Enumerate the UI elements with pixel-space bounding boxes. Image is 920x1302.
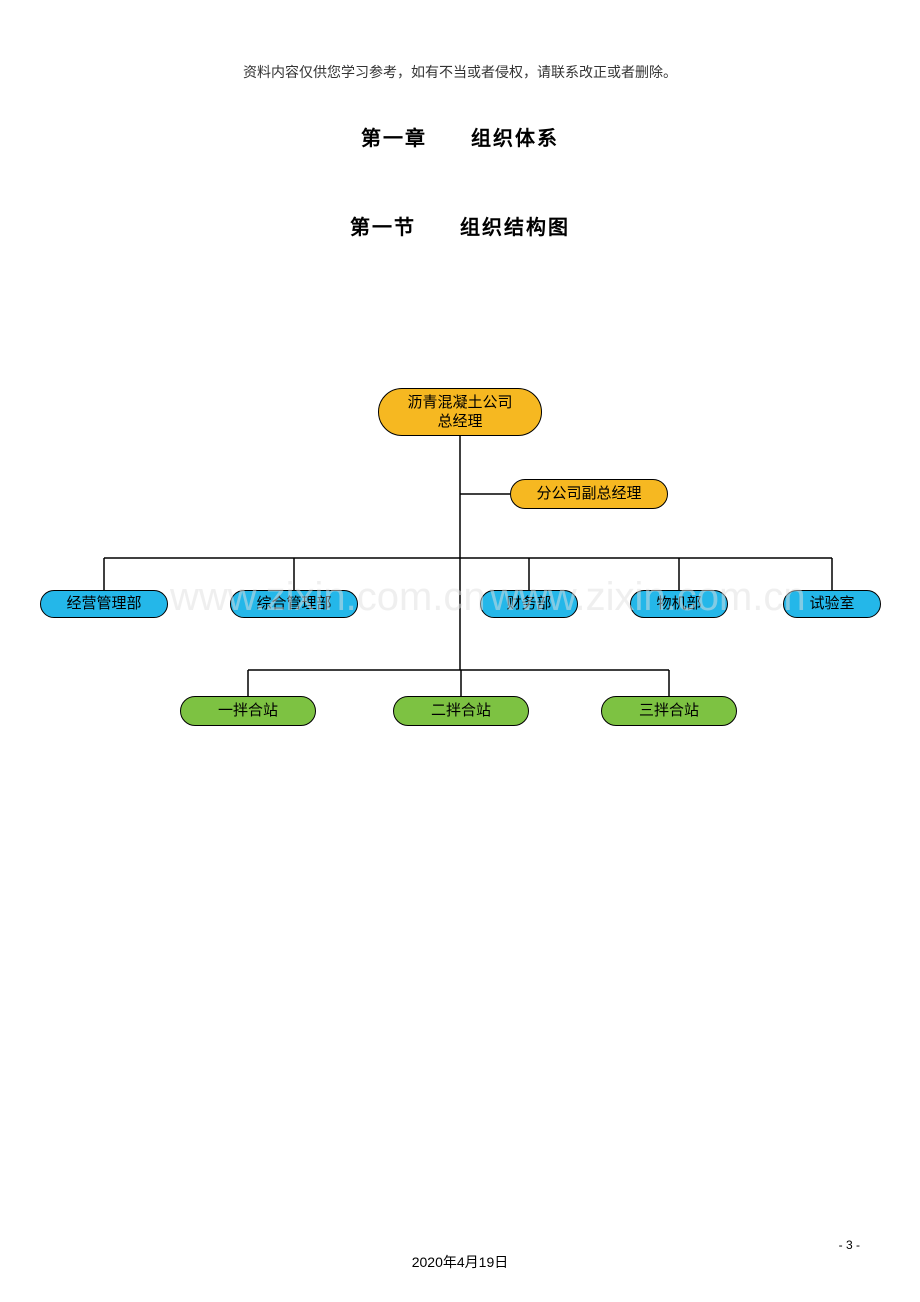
footer-date: 2020年4月19日 <box>0 1252 920 1272</box>
header-note: 资料内容仅供您学习参考，如有不当或者侵权，请联系改正或者删除。 <box>0 0 920 82</box>
chapter-title: 第一章 组织体系 <box>0 122 920 151</box>
page-number: - 3 - <box>839 1238 860 1252</box>
org-node-d1: 经营管理部 <box>40 590 168 618</box>
org-node-d5: 试验室 <box>783 590 881 618</box>
org-node-deputy: 分公司副总经理 <box>510 479 668 509</box>
org-chart: 沥青混凝土公司 总经理分公司副总经理经营管理部 综合管理部 财务部 物机部 试验室一拌合… <box>0 380 920 780</box>
org-node-s3: 三拌合站 <box>601 696 737 726</box>
org-node-d3: 财务部 <box>480 590 578 618</box>
org-node-s1: 一拌合站 <box>180 696 316 726</box>
org-node-d4: 物机部 <box>630 590 728 618</box>
org-node-root: 沥青混凝土公司 总经理 <box>378 388 542 436</box>
org-node-d2: 综合管理部 <box>230 590 358 618</box>
section-title: 第一节 组织结构图 <box>0 211 920 240</box>
org-node-s2: 二拌合站 <box>393 696 529 726</box>
